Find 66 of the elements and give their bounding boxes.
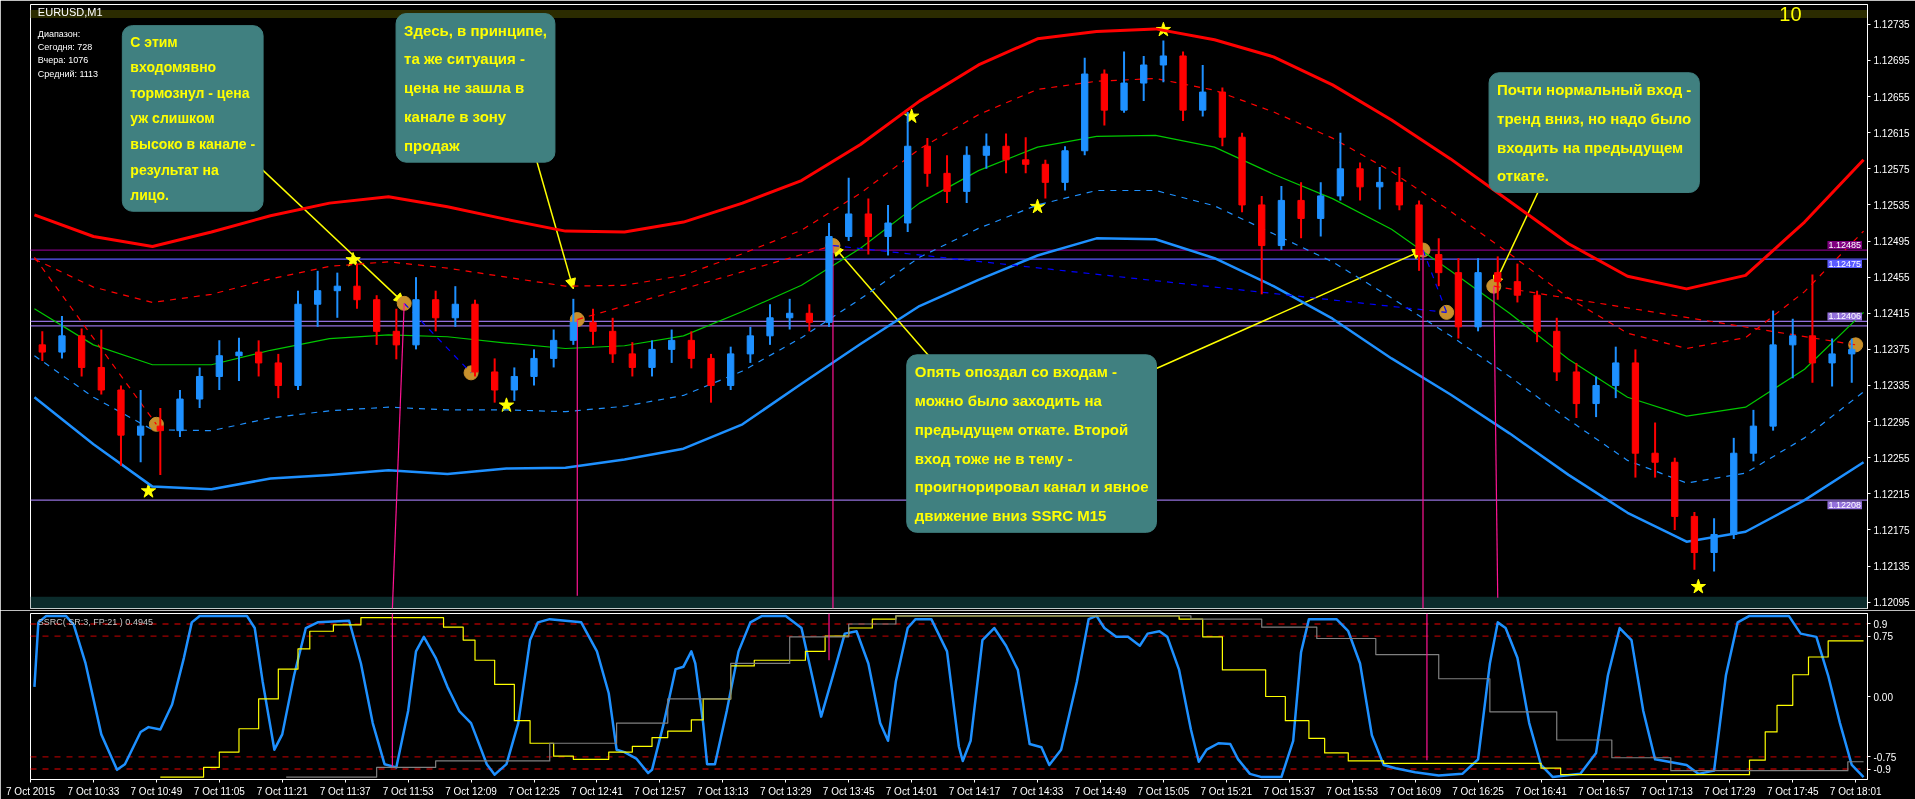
x-tick-label: 7 Oct 14:33 bbox=[1011, 785, 1064, 797]
y-tick-label: 1.12655 bbox=[1873, 91, 1911, 103]
x-tick-label: 7 Oct 14:49 bbox=[1074, 785, 1127, 797]
ref-line-label: 1.12485 bbox=[1828, 240, 1861, 251]
y-tick-label: 1.12215 bbox=[1873, 488, 1911, 500]
y-tick-label: 1.12175 bbox=[1873, 524, 1911, 536]
x-tick-label: 7 Oct 15:37 bbox=[1263, 785, 1316, 797]
ref-line-label: 1.12475 bbox=[1828, 259, 1861, 270]
x-tick-label: 7 Oct 16:25 bbox=[1452, 785, 1505, 797]
x-tick-label: 7 Oct 17:13 bbox=[1641, 785, 1694, 797]
y-tick-label: 1.12335 bbox=[1873, 380, 1911, 392]
x-tick-label: 7 Oct 15:53 bbox=[1326, 785, 1379, 797]
annotation: Вчера: 1076 bbox=[37, 55, 89, 66]
x-tick-label: 7 Oct 18:01 bbox=[1829, 785, 1882, 797]
y-tick-label: 1.12615 bbox=[1873, 127, 1911, 139]
y-tick-label: 1.12135 bbox=[1873, 561, 1911, 573]
x-tick-label: 7 Oct 12:41 bbox=[571, 785, 624, 797]
x-tick-label: 7 Oct 16:57 bbox=[1578, 785, 1631, 797]
x-tick-label: 7 Oct 16:09 bbox=[1389, 785, 1442, 797]
x-tick-label: 7 Oct 11:05 bbox=[193, 785, 246, 797]
x-tick-label: 7 Oct 13:29 bbox=[759, 785, 813, 797]
x-tick-label: 7 Oct 12:09 bbox=[445, 785, 498, 797]
x-tick-label: 7 Oct 2015 bbox=[6, 785, 56, 797]
ref-line-label: 1.12208 bbox=[1828, 500, 1861, 511]
y-tick-label: 0.9 bbox=[1873, 618, 1888, 630]
y-tick-label: -0.75 bbox=[1873, 751, 1897, 763]
y-tick-label: 1.12375 bbox=[1873, 344, 1911, 356]
x-tick-label: 7 Oct 13:45 bbox=[822, 785, 875, 797]
y-tick-label: 0.75 bbox=[1873, 631, 1894, 643]
y-tick-label: 1.12095 bbox=[1873, 597, 1911, 609]
x-tick-label: 7 Oct 13:13 bbox=[696, 785, 750, 797]
y-tick-label: -0.9 bbox=[1873, 764, 1892, 776]
x-tick-label: 7 Oct 11:53 bbox=[382, 785, 435, 797]
annotation: Диапазон: bbox=[37, 28, 81, 39]
x-tick-label: 7 Oct 14:17 bbox=[948, 785, 1001, 797]
x-tick-label: 7 Oct 15:05 bbox=[1137, 785, 1190, 797]
x-tick-label: 7 Oct 11:37 bbox=[319, 785, 372, 797]
x-tick-label: 7 Oct 15:21 bbox=[1200, 785, 1253, 797]
x-tick-label: 7 Oct 17:29 bbox=[1703, 785, 1757, 797]
annotation: Сегодня: 728 bbox=[37, 41, 93, 52]
annotation: 10 bbox=[1779, 2, 1802, 25]
annotation: С этим входомявно тормознул - цена уж слишком высоко в канале - результат на лицо. bbox=[130, 33, 256, 204]
x-tick-label: 7 Oct 12:57 bbox=[634, 785, 687, 797]
x-tick-label: 7 Oct 14:01 bbox=[885, 785, 938, 797]
chart-title: EURUSD,M1 bbox=[37, 6, 103, 19]
annotation: Здесь, в принципе, та же ситуация - цена не зашла в канале в зону продаж bbox=[404, 21, 547, 155]
y-tick-label: 1.12295 bbox=[1873, 416, 1911, 428]
ref-line-label: 1.12406 bbox=[1828, 311, 1861, 322]
x-tick-label: 7 Oct 17:45 bbox=[1766, 785, 1820, 797]
annotation: Почти нормальный вход - тренд вниз, но надо было входить на предыдущем откате. bbox=[1497, 80, 1692, 185]
y-tick-label: 1.12415 bbox=[1873, 308, 1911, 320]
x-tick-label: 7 Oct 12:25 bbox=[508, 785, 561, 797]
x-tick-label: 7 Oct 16:41 bbox=[1515, 785, 1568, 797]
y-tick-label: 1.12455 bbox=[1873, 272, 1911, 284]
y-tick-label: 1.12495 bbox=[1873, 236, 1911, 248]
y-tick-label: 0.00 bbox=[1873, 691, 1894, 703]
y-tick-label: 1.12255 bbox=[1873, 452, 1911, 464]
y-tick-label: 1.12575 bbox=[1873, 163, 1911, 175]
x-tick-label: 7 Oct 10:49 bbox=[130, 785, 183, 797]
y-tick-label: 1.12695 bbox=[1873, 55, 1911, 67]
annotation: Средний: 1113 bbox=[37, 68, 99, 79]
x-tick-label: 7 Oct 10:33 bbox=[67, 785, 120, 797]
x-tick-label: 7 Oct 11:21 bbox=[256, 785, 309, 797]
y-tick-label: 1.12735 bbox=[1873, 19, 1911, 31]
annotation: Опять опоздал со входам - можно было заходить на предыдущем откате. Второй вход тоже не в тему - проигнорировал канал и явное движение вниз SSRC M15 bbox=[914, 362, 1149, 525]
y-tick-label: 1.12535 bbox=[1873, 199, 1911, 211]
